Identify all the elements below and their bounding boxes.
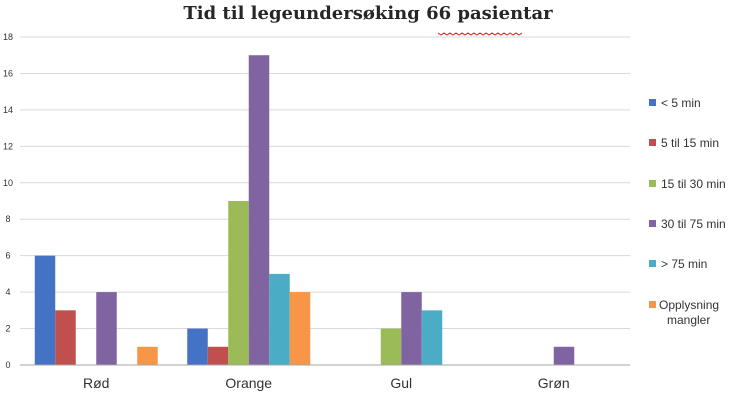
y-tick-label: 2 — [5, 324, 10, 334]
legend-item: > 75 min — [649, 257, 707, 271]
bar — [34, 255, 56, 365]
bar — [228, 201, 249, 365]
bar — [553, 346, 575, 365]
bar — [55, 310, 76, 365]
legend-swatch — [649, 180, 656, 187]
bar — [248, 55, 270, 365]
x-category-label: Rød — [83, 375, 109, 391]
x-axis-categories: Rød Orange Gul Grøn — [83, 375, 570, 391]
y-tick-label: 14 — [3, 105, 13, 115]
y-tick-label: 18 — [3, 32, 13, 42]
y-axis-ticks: 0 2 4 6 8 10 12 14 16 18 — [3, 32, 13, 370]
legend-label: < 5 min — [661, 96, 701, 110]
legend-item: 15 til 30 min — [649, 177, 726, 191]
bar — [137, 346, 158, 365]
gridlines — [20, 36, 630, 330]
spellcheck-underline — [437, 32, 523, 36]
bar — [421, 310, 443, 365]
legend-label: 30 til 75 min — [661, 217, 726, 231]
y-tick-label: 12 — [3, 141, 13, 151]
legend-label: Opplysning mangler — [659, 298, 719, 327]
bar — [207, 346, 229, 365]
x-category-label: Gul — [390, 375, 412, 391]
y-tick-label: 16 — [3, 68, 13, 78]
x-category-label: Orange — [225, 375, 272, 391]
legend-item: 30 til 75 min — [649, 217, 726, 231]
bar — [289, 292, 311, 365]
bar — [380, 328, 402, 365]
legend-label: > 75 min — [661, 257, 707, 271]
bars — [34, 55, 575, 365]
bar — [269, 273, 290, 365]
legend-item: < 5 min — [649, 96, 701, 110]
legend-label: 5 til 15 min — [661, 136, 719, 150]
legend-swatch — [649, 99, 656, 106]
y-tick-label: 10 — [3, 178, 13, 188]
legend-swatch — [649, 301, 656, 308]
y-tick-label: 0 — [5, 360, 10, 370]
legend-swatch — [649, 139, 656, 146]
legend-swatch — [649, 260, 656, 267]
bar — [96, 292, 117, 365]
legend-label: 15 til 30 min — [661, 177, 726, 191]
legend: < 5 min 5 til 15 min 15 til 30 min 30 til 7… — [649, 96, 726, 327]
y-tick-label: 6 — [5, 251, 10, 261]
legend-swatch — [649, 220, 656, 227]
y-tick-label: 8 — [5, 214, 10, 224]
y-tick-label: 4 — [5, 287, 10, 297]
chart-title: Tid til legeundersøking 66 pasientar — [183, 3, 553, 24]
bar — [187, 328, 208, 365]
bar — [401, 292, 422, 365]
legend-item: 5 til 15 min — [649, 136, 719, 150]
legend-item: Opplysning mangler — [649, 298, 719, 327]
x-category-label: Grøn — [538, 375, 570, 391]
